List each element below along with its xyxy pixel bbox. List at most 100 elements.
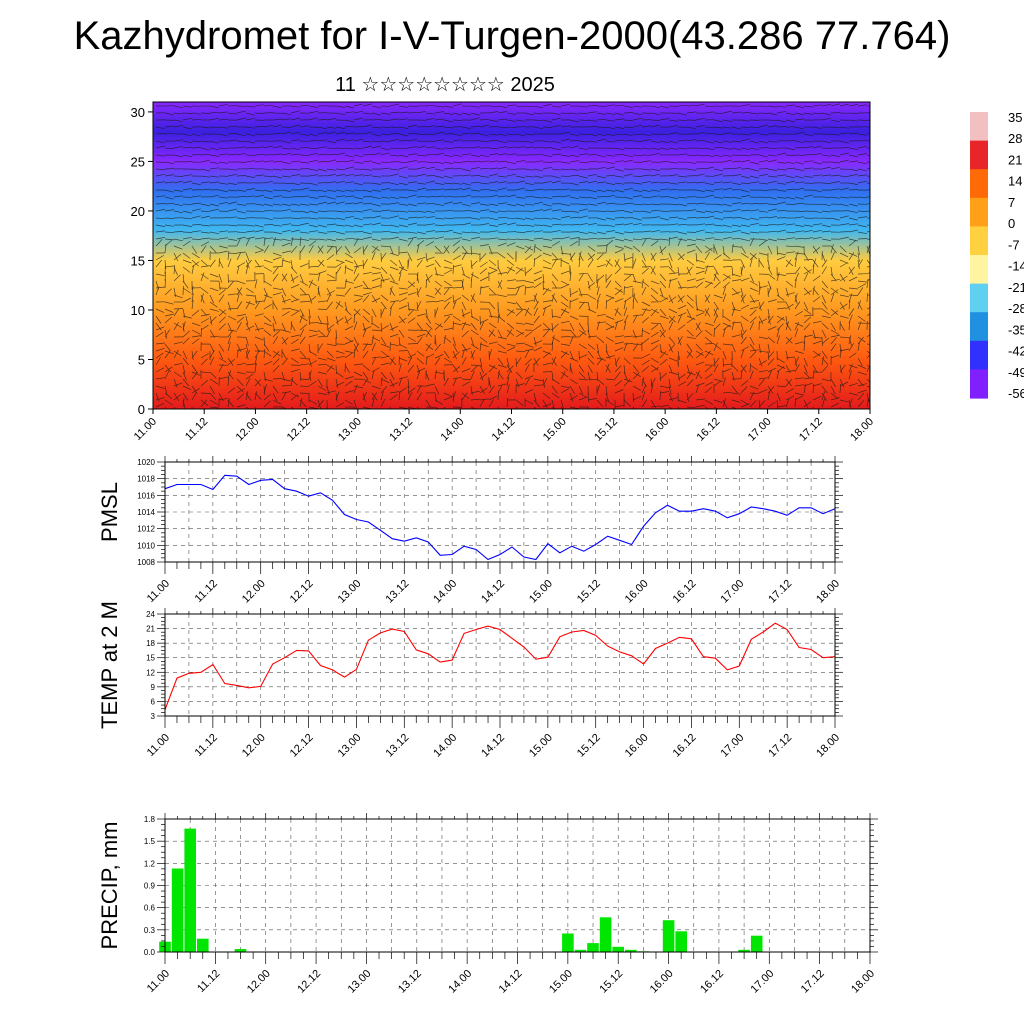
colorbar-swatch (970, 359, 988, 366)
y-tick-label: 24 (146, 610, 155, 619)
colorbar-swatch (970, 145, 988, 151)
wind-barbs (155, 103, 870, 409)
x-tick-label: 16.12 (698, 968, 726, 996)
x-tick-label: 15.12 (597, 968, 625, 996)
x-tick-label: 11.12 (195, 968, 222, 995)
colorbar-swatch (970, 374, 988, 380)
x-tick-label: 11.12 (193, 732, 220, 759)
x-tick-label: 13.00 (336, 416, 364, 444)
colorbar-swatch (970, 216, 988, 223)
y-tick-label: 12 (146, 668, 155, 677)
colorbar-swatch (970, 178, 988, 185)
x-tick-label: 16.12 (671, 578, 699, 606)
y-tick-label: 5 (138, 352, 145, 367)
colorbar-swatch (970, 293, 988, 299)
y-tick-label: 15 (131, 253, 145, 268)
x-tick-label: 11.00 (145, 578, 172, 605)
colorbar-swatch (970, 302, 988, 309)
x-tick-label: 13.00 (336, 578, 364, 606)
colorbar-swatch (970, 112, 988, 118)
y-tick-label: 9 (151, 683, 156, 692)
y-tick-label: 1.8 (144, 815, 156, 824)
y-tick-label: 1018 (137, 475, 155, 484)
colorbar-label: -28 (1008, 301, 1024, 316)
x-tick-label: 16.00 (623, 732, 651, 760)
y-tick-label: 1016 (137, 491, 155, 500)
colorbar-swatch (970, 197, 988, 204)
x-tick-label: 11.00 (145, 732, 172, 759)
x-tick-label: 15.00 (527, 578, 555, 606)
y-tick-label: 1.2 (144, 859, 156, 868)
cross-section-panel: 0 5 10 15 20 25 30 11.00 11.12 12.00 12.12 13.00 13.… (131, 101, 876, 444)
x-tick-label: 11.12 (193, 578, 220, 605)
x-tick-label: 13.00 (336, 732, 364, 760)
colorbar-swatch (970, 240, 988, 247)
colorbar: 35 28 21 14 7 0 -7 -14 -21 -28 -35 -42 -49 -56 (970, 110, 1024, 401)
x-tick-label: 12.00 (240, 578, 268, 606)
x-tick-label: 13.12 (387, 416, 415, 444)
x-tick-label: 17.00 (718, 732, 746, 760)
colorbar-swatch (970, 221, 988, 227)
colorbar-swatch (970, 235, 988, 242)
y-tick-label: 1014 (137, 508, 155, 517)
colorbar-swatch (970, 226, 988, 232)
x-tick-label: 13.12 (383, 732, 411, 760)
colorbar-label: 0 (1008, 216, 1015, 231)
colorbar-swatch (970, 135, 988, 142)
colorbar-swatch (970, 131, 988, 137)
colorbar-label: -7 (1008, 237, 1020, 252)
x-tick-label: 16.12 (695, 416, 723, 444)
y-tick-label: 0.0 (144, 948, 156, 957)
x-tick-label: 14.12 (479, 732, 507, 760)
x-tick-label: 15.12 (575, 732, 603, 760)
colorbar-swatch (970, 264, 988, 270)
colorbar-swatch (970, 188, 988, 194)
y-tick-label: 0.6 (144, 904, 156, 913)
y-axis-label: TEMP at 2 M (97, 601, 122, 729)
x-tick-label: 16.00 (643, 416, 671, 444)
y-tick-label: 1010 (137, 541, 155, 550)
x-tick-label: 12.12 (288, 578, 316, 606)
precip-bar (599, 917, 612, 952)
colorbar-swatch (970, 245, 988, 251)
colorbar-swatch (970, 150, 988, 156)
colorbar-swatch (970, 231, 988, 237)
x-tick-label: 14.12 (497, 968, 525, 996)
colorbar-swatch (970, 321, 988, 328)
colorbar-label: -14 (1008, 259, 1024, 274)
colorbar-swatch (970, 202, 988, 208)
x-tick-label: 16.12 (671, 732, 699, 760)
y-axis-label: PRECIP, mm (97, 822, 122, 950)
x-tick-label: 13.00 (346, 968, 374, 996)
colorbar-swatch (970, 250, 988, 256)
x-tick-label: 14.00 (431, 578, 459, 606)
precip-bar (738, 949, 750, 952)
y-tick-label: 20 (131, 204, 145, 219)
x-tick-label: 14.00 (431, 732, 459, 760)
colorbar-swatch (970, 207, 988, 213)
y-tick-label: 21 (146, 625, 155, 634)
x-tick-label: 12.00 (234, 416, 262, 444)
colorbar-swatch (970, 393, 988, 399)
precip-bar (662, 920, 675, 952)
colorbar-swatch (970, 164, 988, 170)
y-tick-label: 1020 (137, 458, 155, 467)
x-tick-label: 16.00 (623, 578, 651, 606)
y-tick-label: 0.3 (144, 926, 156, 935)
colorbar-swatch (970, 283, 988, 289)
x-tick-label: 11.00 (132, 416, 159, 443)
chart-title: Kazhydromet for I-V-Turgen-2000(43.286 7… (73, 14, 951, 58)
colorbar-swatch (970, 274, 988, 280)
colorbar-swatch (970, 140, 988, 146)
colorbar-swatch (970, 350, 988, 356)
precip-panel: 0.0 0.3 0.6 0.9 1.2 1.5 1.8 11.00 11.12 12.00 12.1… (97, 813, 878, 996)
temp-panel: 3 6 9 12 15 18 21 24 11.00 11.12 12.00 12.12 13.00 13… (97, 601, 843, 760)
pmsl-panel: 1008 1010 1012 1014 1016 1018 1020 11.00 11.12 12… (97, 456, 843, 606)
x-tick-label: 17.12 (766, 732, 794, 760)
colorbar-swatch (970, 312, 988, 318)
x-tick-label: 18.00 (814, 732, 842, 760)
x-tick-label: 15.00 (547, 968, 575, 996)
colorbar-swatch (970, 378, 988, 385)
grid (164, 818, 871, 953)
series-line (164, 622, 836, 710)
